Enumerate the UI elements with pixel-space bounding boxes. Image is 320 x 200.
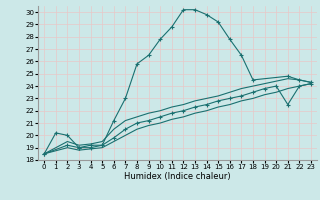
X-axis label: Humidex (Indice chaleur): Humidex (Indice chaleur) xyxy=(124,172,231,181)
